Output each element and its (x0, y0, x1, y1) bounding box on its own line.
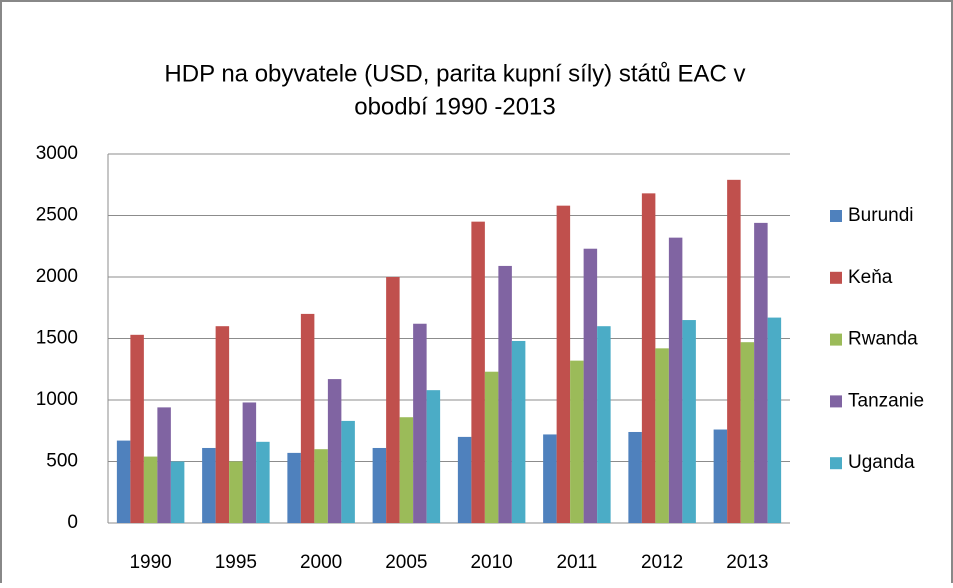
x-tick-label: 2011 (556, 552, 597, 573)
bar (287, 452, 301, 523)
legend-swatch (830, 395, 842, 408)
bar (471, 221, 485, 523)
bar (767, 317, 782, 523)
legend-label: Keňa (848, 267, 893, 288)
bar (543, 434, 557, 523)
bar (597, 326, 611, 523)
bar (682, 320, 696, 523)
bar (143, 456, 158, 523)
bar (583, 248, 598, 523)
x-tick-label: 2010 (470, 552, 512, 573)
bar (740, 342, 755, 523)
bar (628, 431, 642, 523)
bar (570, 360, 584, 523)
chart-title: HDP na obyvatele (USD, parita kupní síly… (164, 60, 745, 87)
y-tick-label: 0 (67, 512, 78, 533)
bar (511, 340, 526, 523)
bar (556, 205, 571, 523)
bar (300, 313, 315, 523)
bar (341, 420, 355, 523)
bar (498, 265, 512, 523)
legend-swatch (830, 457, 842, 470)
legend-swatch (830, 271, 842, 284)
legend-label: Burundi (848, 205, 914, 226)
legend-label: Uganda (848, 452, 915, 473)
x-tick-label: 2005 (385, 552, 427, 573)
bar (641, 193, 656, 524)
bar (215, 326, 230, 523)
bar (457, 436, 472, 523)
legend-swatch (830, 210, 842, 222)
bar (314, 449, 328, 523)
bar (116, 440, 131, 523)
x-tick-label: 1990 (129, 552, 171, 573)
bar (655, 348, 669, 523)
x-tick-label: 2012 (641, 552, 683, 573)
bar (130, 334, 144, 523)
x-tick-label: 1995 (215, 552, 257, 573)
legend-label: Rwanda (848, 329, 918, 350)
y-tick-label: 500 (46, 451, 78, 472)
bar (727, 179, 741, 523)
bar (327, 379, 342, 523)
bar (426, 390, 441, 523)
bar (484, 371, 499, 523)
bar (372, 447, 387, 523)
y-tick-label: 1500 (36, 328, 78, 349)
bar (399, 417, 414, 523)
bar (386, 277, 400, 523)
bar (157, 407, 171, 523)
bar (202, 447, 216, 523)
bar (713, 429, 728, 523)
bar (170, 461, 185, 523)
y-tick-label: 1000 (36, 389, 78, 410)
x-tick-label: 2000 (300, 552, 342, 573)
legend-swatch (830, 333, 842, 346)
y-tick-label: 2000 (36, 266, 78, 287)
x-tick-label: 2013 (726, 552, 768, 573)
legend-label: Tanzanie (848, 390, 924, 411)
bar (256, 441, 270, 523)
y-tick-label: 3000 (36, 143, 78, 164)
bar (668, 237, 683, 523)
bar (242, 402, 257, 523)
bar (413, 323, 427, 523)
chart-title: obodbí 1990 -2013 (354, 93, 556, 120)
bar (229, 461, 243, 523)
y-tick-label: 2500 (36, 205, 78, 226)
bar (754, 222, 768, 523)
